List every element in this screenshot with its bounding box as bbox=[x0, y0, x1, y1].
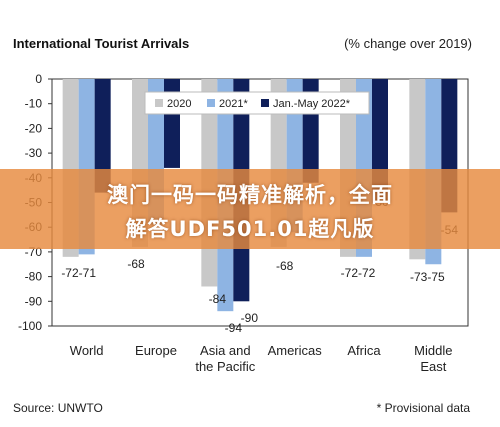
data-label: -84 bbox=[209, 292, 227, 306]
y-tick-label: -100 bbox=[18, 319, 42, 333]
y-tick-label: 0 bbox=[35, 72, 42, 86]
x-category-label: Middle bbox=[414, 343, 452, 358]
x-category-label: East bbox=[420, 359, 446, 374]
y-tick-label: -10 bbox=[25, 97, 43, 111]
legend-swatch bbox=[261, 99, 269, 107]
x-category-label: Americas bbox=[268, 343, 323, 358]
provisional-note: * Provisional data bbox=[376, 401, 470, 415]
legend-label: 2020 bbox=[167, 98, 191, 110]
x-category-label: Africa bbox=[347, 343, 381, 358]
y-tick-label: -20 bbox=[25, 121, 43, 135]
legend-label: 2021* bbox=[219, 98, 248, 110]
data-label: -94 bbox=[225, 321, 243, 335]
x-category-label: World bbox=[70, 343, 104, 358]
x-category-label: Europe bbox=[135, 343, 177, 358]
y-tick-label: -80 bbox=[25, 270, 43, 284]
x-category-label: the Pacific bbox=[195, 359, 255, 374]
bar-jan-may-2022 bbox=[94, 79, 111, 193]
legend-swatch bbox=[155, 99, 163, 107]
chart-title: International Tourist Arrivals bbox=[13, 36, 190, 51]
chart-subtitle: (% change over 2019) bbox=[344, 36, 472, 51]
legend-box bbox=[144, 91, 370, 115]
legend-swatch bbox=[207, 99, 215, 107]
overlay-headline-line-1: 澳门一码一码精准解析，全面 bbox=[107, 183, 393, 207]
overlay-headline-line-2: 解答UDF501.01超凡版 bbox=[125, 217, 375, 241]
data-label: -68 bbox=[127, 257, 145, 271]
data-label: -73-75 bbox=[410, 270, 445, 284]
promo-overlay-banner: 澳门一码一码精准解析，全面 解答UDF501.01超凡版 bbox=[0, 169, 500, 249]
legend-label: Jan.-May 2022* bbox=[273, 98, 351, 110]
data-label: -72-72 bbox=[341, 266, 376, 280]
source-note: Source: UNWTO bbox=[13, 401, 103, 415]
x-category-label: Asia and bbox=[200, 343, 251, 358]
data-label: -90 bbox=[241, 311, 259, 325]
data-label: -72-71 bbox=[61, 266, 96, 280]
y-tick-label: -30 bbox=[25, 146, 43, 160]
y-tick-label: -90 bbox=[25, 294, 43, 308]
data-label: -68 bbox=[276, 259, 294, 273]
